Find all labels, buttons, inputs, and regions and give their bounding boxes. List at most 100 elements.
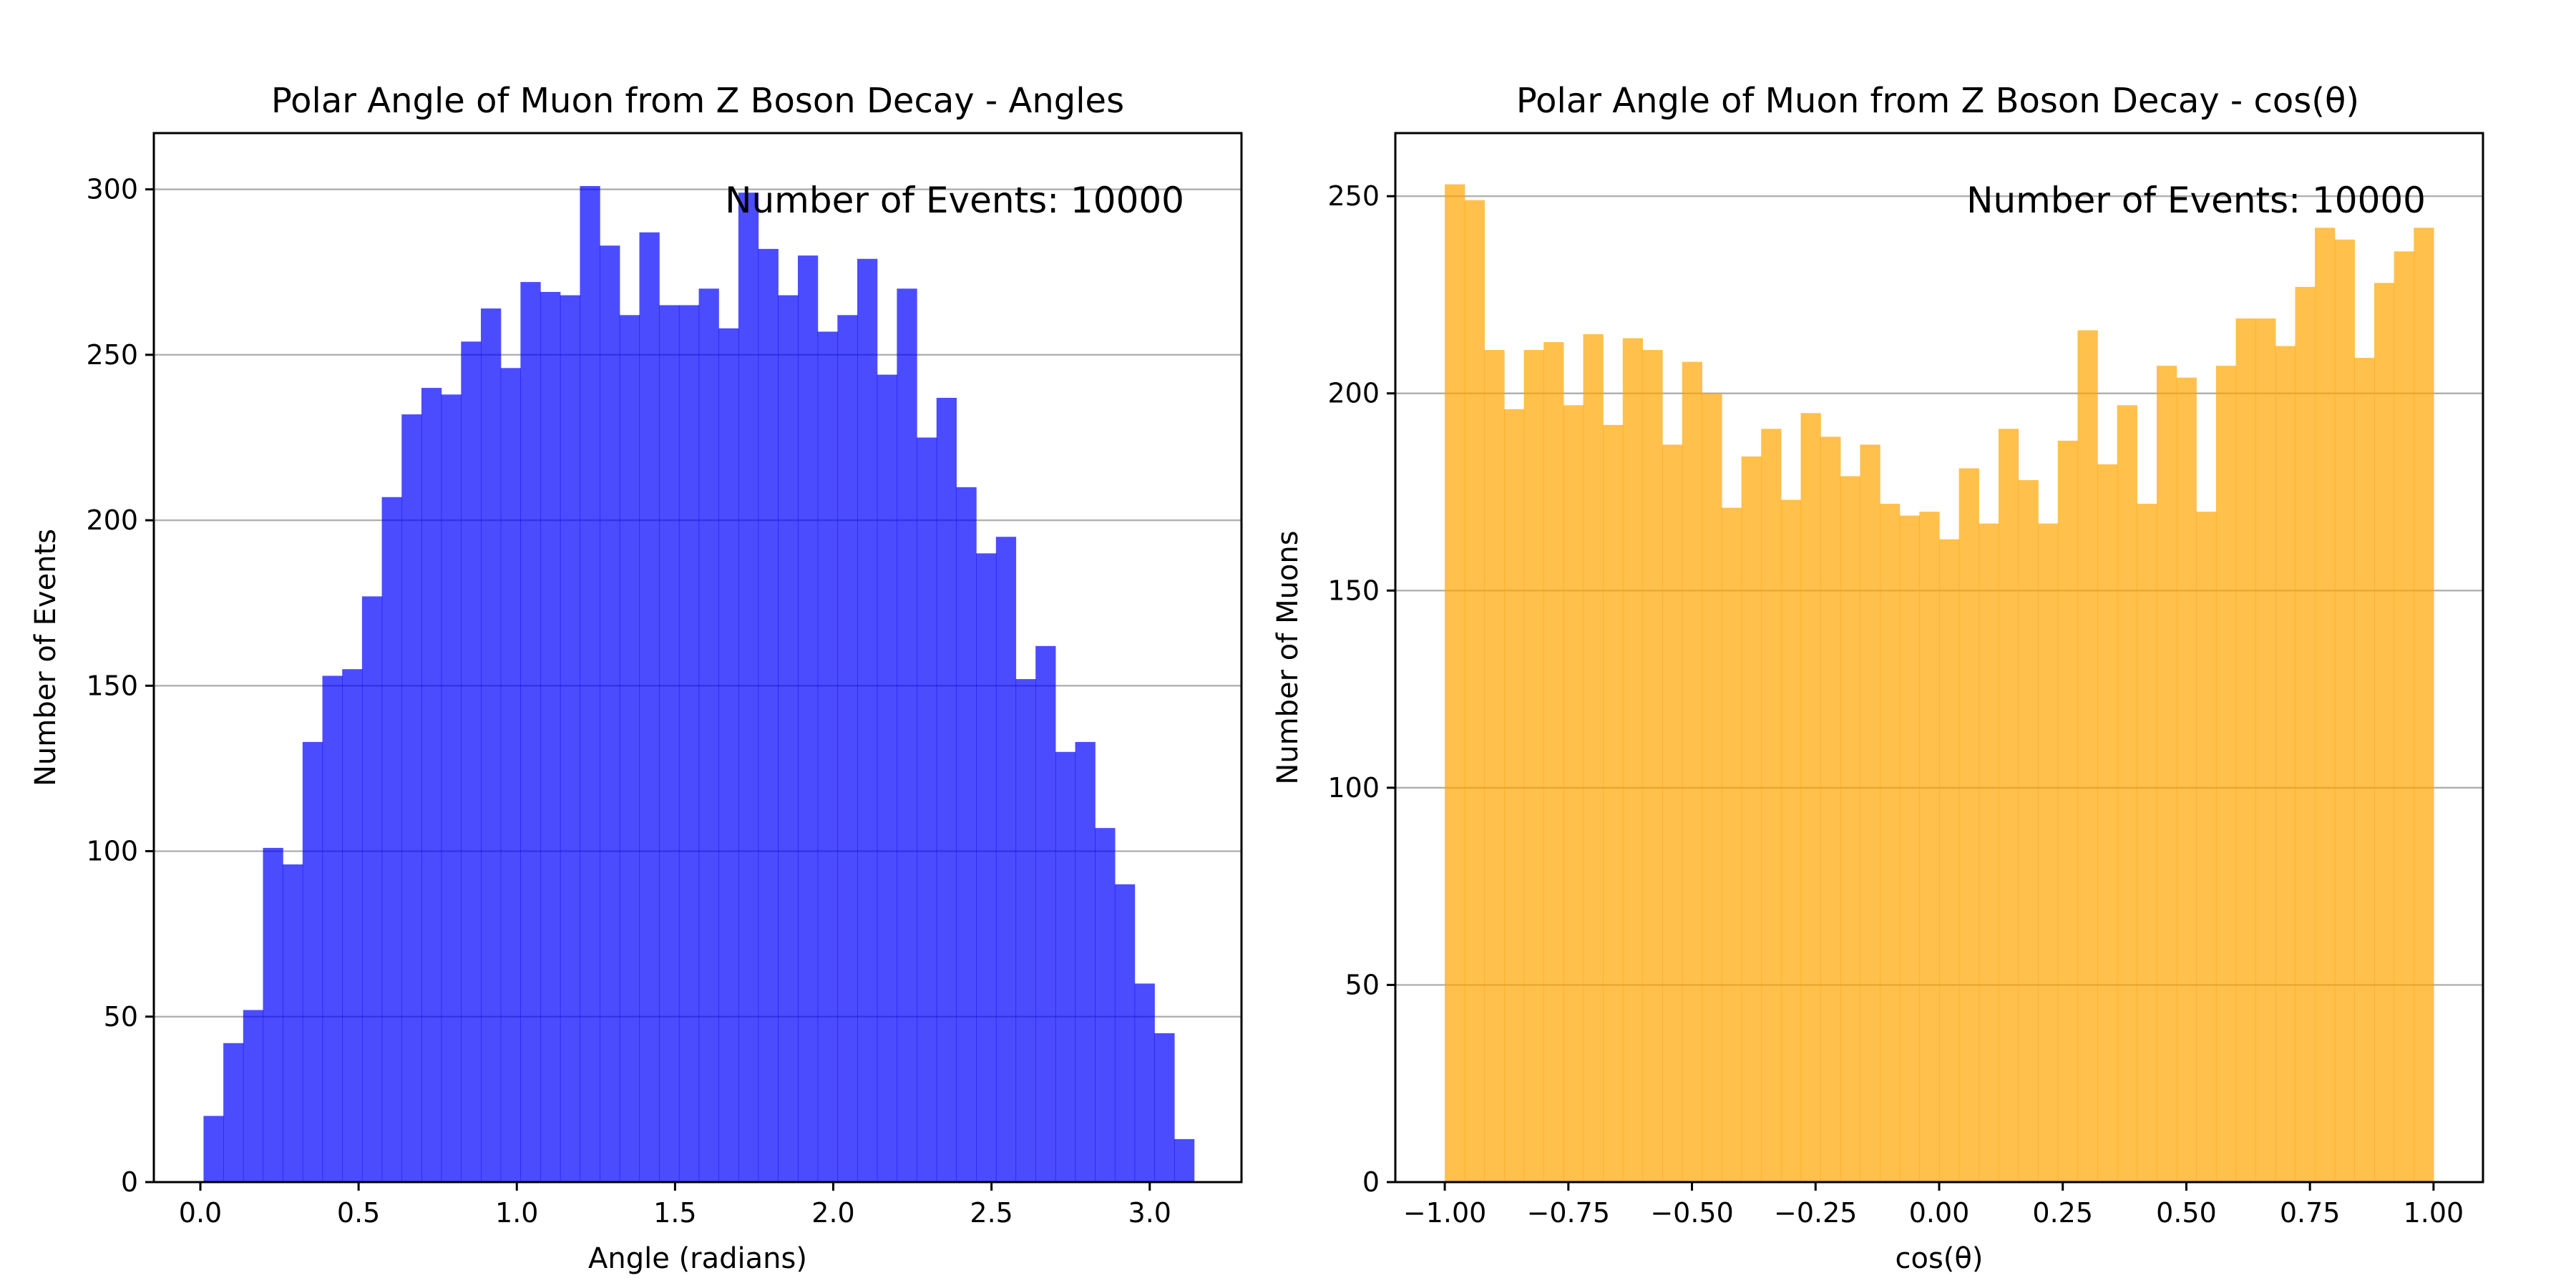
angle-histogram-bar: [995, 537, 1017, 1182]
angle-x-tick-label: 0.5: [337, 1197, 380, 1229]
cos-histogram-bar: [1800, 413, 1821, 1182]
cos-y-tick-label: 0: [1362, 1166, 1380, 1198]
angle-histogram-bar: [263, 847, 283, 1182]
angle-histogram-bar: [778, 295, 799, 1182]
cos-histogram-bar: [1741, 456, 1762, 1182]
cos-histogram-bar: [1563, 405, 1584, 1182]
angle-histogram-bar: [678, 305, 700, 1182]
cos-histogram-bar: [2097, 464, 2118, 1182]
cos-histogram-bar: [1820, 436, 1841, 1182]
cos-histogram-bars: [1445, 184, 2434, 1183]
cos-histogram-bar: [1998, 429, 2019, 1182]
angle-histogram-bar: [401, 414, 422, 1182]
cos-y-axis-label: Number of Muons: [1272, 530, 1304, 784]
angle-histogram-bars: [203, 185, 1195, 1183]
angle-y-axis: 0 50 100 150 200 250 300: [86, 174, 154, 1198]
cos-y-tick-label: 200: [1327, 378, 1380, 409]
angle-histogram-bar: [302, 741, 323, 1182]
cos-histogram-bar: [1780, 499, 1802, 1182]
angle-histogram-bar: [203, 1116, 224, 1182]
cos-histogram-bar: [2137, 504, 2157, 1182]
cos-x-tick-label: −0.50: [1650, 1197, 1733, 1229]
cos-histogram-bar: [1880, 504, 1901, 1182]
cos-histogram-bar: [1919, 512, 1940, 1182]
cos-histogram-bar: [2077, 330, 2098, 1182]
angle-y-tick-label: 0: [121, 1166, 138, 1198]
angle-histogram-bar: [381, 497, 402, 1182]
angle-histogram-panel: Polar Angle of Muon from Z Boson Decay -…: [29, 81, 1243, 1275]
angle-histogram-bar: [976, 553, 997, 1182]
angle-histogram-bar: [520, 282, 541, 1182]
angle-histogram-bar: [1015, 679, 1036, 1182]
cos-histogram-bar: [2018, 479, 2039, 1182]
cos-x-tick-label: 1.00: [2404, 1197, 2464, 1229]
angle-plot-frame: [152, 132, 1243, 1184]
angle-y-axis-label: Number of Events: [29, 529, 62, 786]
angle-histogram-bar: [758, 248, 779, 1182]
cos-x-tick-label: −1.00: [1403, 1197, 1486, 1229]
cos-histogram-bar: [1583, 334, 1604, 1182]
angle-histogram-bar: [580, 185, 600, 1183]
cos-x-axis: −1.00 −0.75 −0.50 −0.25 0.00 0.25 0.50 0.75 1.00: [1403, 1182, 2464, 1229]
angle-chart-title: Polar Angle of Muon from Z Boson Decay -…: [271, 81, 1124, 121]
cos-histogram-bar: [1860, 444, 1880, 1182]
angle-histogram-bar: [560, 295, 581, 1182]
cos-histogram-bar: [1702, 393, 1722, 1182]
cos-histogram-bar: [1504, 409, 1525, 1182]
cos-x-tick-label: 0.50: [2156, 1197, 2217, 1229]
cos-x-axis-label: cos(θ): [1896, 1242, 1984, 1275]
angle-events-annotation: Number of Events: 10000: [725, 180, 1184, 221]
angle-histogram-bar: [322, 675, 343, 1182]
angle-y-tick-label: 300: [86, 174, 138, 205]
cos-histogram-panel: Polar Angle of Muon from Z Boson Decay -…: [1272, 81, 2484, 1275]
angle-y-tick-label: 50: [104, 1001, 138, 1033]
angle-histogram-bar: [698, 288, 719, 1183]
angle-histogram-bar: [897, 288, 917, 1183]
angle-histogram-bar: [600, 245, 620, 1183]
angle-histogram-bar: [817, 331, 838, 1183]
angle-histogram-bar: [421, 388, 442, 1182]
cos-histogram-bar: [2334, 239, 2355, 1183]
cos-histogram-bar: [1662, 444, 1683, 1182]
cos-histogram-bar: [2057, 440, 2079, 1183]
cos-histogram-bar: [2315, 228, 2336, 1182]
cos-histogram-bar: [2176, 377, 2197, 1182]
cos-histogram-bar: [1899, 515, 1920, 1182]
angle-histogram-bar: [1035, 645, 1056, 1182]
angle-histogram-bar: [223, 1043, 244, 1182]
cos-histogram-bar: [2215, 366, 2237, 1182]
cos-chart-title: Polar Angle of Muon from Z Boson Decay -…: [1516, 81, 2359, 121]
angle-histogram-bar: [797, 255, 819, 1183]
cos-histogram-bar: [2295, 286, 2316, 1183]
angle-histogram-bar: [837, 315, 858, 1183]
angle-histogram-bar: [857, 258, 878, 1183]
angle-histogram-bar: [1095, 828, 1116, 1182]
cos-y-tick-label: 50: [1345, 969, 1380, 1000]
angle-y-tick-label: 200: [86, 504, 138, 536]
cos-histogram-bar: [1543, 342, 1564, 1182]
angle-x-tick-label: 2.0: [811, 1197, 854, 1229]
cos-histogram-bar: [1622, 338, 1644, 1183]
cos-histogram-bar: [1722, 507, 1742, 1182]
angle-y-tick-label: 150: [86, 670, 138, 701]
cos-histogram-bar: [2196, 512, 2217, 1182]
cos-histogram-bar: [2414, 228, 2434, 1182]
angle-x-tick-label: 1.5: [653, 1197, 696, 1229]
cos-y-tick-label: 150: [1327, 575, 1380, 606]
cos-x-tick-label: −0.75: [1527, 1197, 1610, 1229]
cos-histogram-bar: [2354, 358, 2375, 1183]
cos-histogram-bar: [1840, 476, 1861, 1182]
angle-x-tick-label: 3.0: [1128, 1197, 1171, 1229]
angle-histogram-bar: [936, 397, 957, 1182]
angle-histogram-bar: [877, 374, 897, 1182]
angle-histogram-bar: [283, 864, 303, 1182]
cos-y-axis: 0 50 100 150 200 250: [1327, 180, 1395, 1198]
cos-histogram-bar: [2394, 251, 2414, 1182]
angle-histogram-bar: [1055, 751, 1076, 1182]
cos-x-tick-label: −0.25: [1774, 1197, 1857, 1229]
angle-x-axis-label: Angle (radians): [588, 1242, 807, 1275]
cos-histogram-bar: [1603, 424, 1624, 1182]
angle-histogram-bar: [659, 305, 680, 1182]
angle-histogram-bar: [243, 1010, 264, 1182]
